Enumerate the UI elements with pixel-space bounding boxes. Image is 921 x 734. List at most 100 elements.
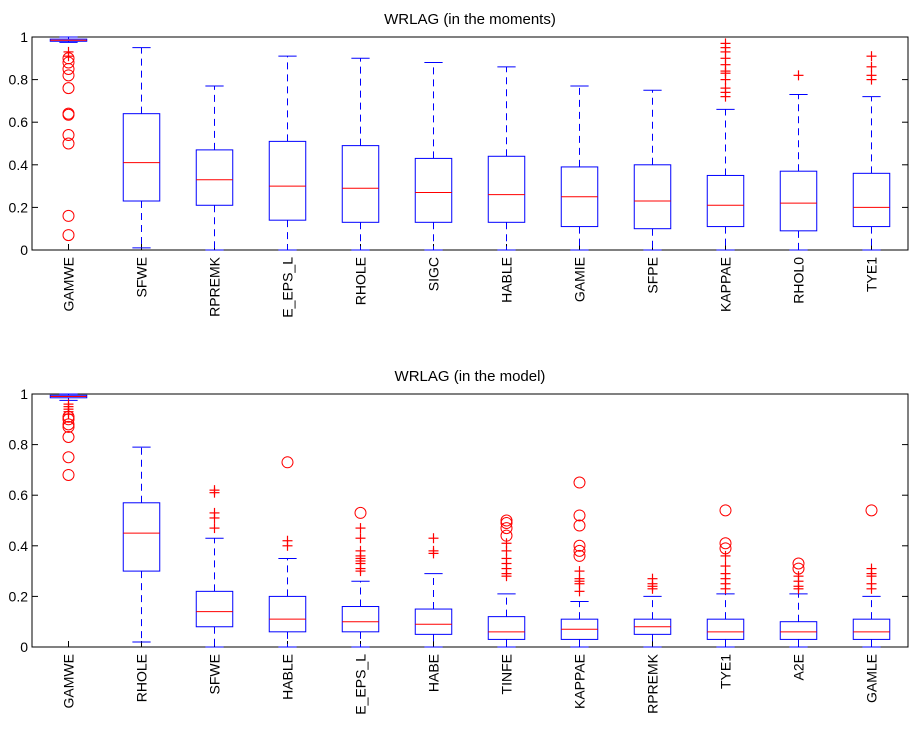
iqr-box	[195, 149, 234, 206]
iqr-box	[122, 113, 161, 202]
y-tick-label: 0.4	[9, 538, 29, 554]
outlier-circle	[62, 82, 75, 95]
outlier-plus	[428, 533, 439, 544]
x-tick-label: RHOLE	[353, 257, 369, 305]
x-tick-label: SFPE	[645, 257, 661, 294]
outlier-circle	[865, 504, 878, 517]
iqr-box	[268, 595, 307, 633]
x-tick-label: E_EPS_L	[353, 654, 369, 715]
x-tick-label: GAMLE	[864, 654, 880, 703]
outlier-plus	[720, 583, 731, 594]
outlier-circle	[62, 431, 75, 444]
outlier-circle	[573, 476, 586, 489]
x-tick-label: SFWE	[134, 257, 150, 297]
x-tick-label: A2E	[791, 654, 807, 680]
x-tick-label: KAPPAE	[572, 654, 588, 709]
outlier-circle	[792, 557, 805, 570]
outlier-plus	[720, 74, 731, 85]
outlier-plus	[720, 550, 731, 561]
chart-title: WRLAG (in the model)	[395, 368, 546, 385]
outlier-plus	[866, 51, 877, 62]
iqr-box	[122, 502, 161, 572]
outlier-circle	[573, 539, 586, 552]
outlier-plus	[574, 586, 585, 597]
iqr-box	[414, 157, 453, 223]
y-tick-label: 0	[20, 639, 28, 655]
x-tick-label: TYE1	[718, 654, 734, 689]
outlier-plus	[209, 512, 220, 523]
iqr-box	[487, 155, 526, 223]
x-tick-label: HABLE	[499, 257, 515, 303]
outlier-circle	[573, 549, 586, 562]
outlier-circle	[62, 209, 75, 222]
outlier-circle	[62, 451, 75, 464]
plot-frame	[31, 393, 909, 648]
x-tick-label: GAMIE	[572, 257, 588, 302]
iqr-box	[414, 608, 453, 635]
outlier-plus	[355, 533, 366, 544]
outlier-plus	[355, 523, 366, 534]
x-tick-label: HABLE	[280, 654, 296, 700]
iqr-box	[852, 618, 891, 640]
outlier-circle	[62, 128, 75, 141]
outlier-circle	[500, 517, 513, 530]
iqr-box	[706, 174, 745, 228]
outlier-plus	[647, 583, 658, 594]
outlier-circle	[62, 418, 75, 431]
iqr-box	[779, 621, 818, 640]
x-tick-label: GAMWE	[61, 654, 77, 708]
x-tick-label: RPREMK	[207, 256, 223, 317]
outlier-circle	[719, 504, 732, 517]
outlier-circle	[62, 413, 75, 426]
outlier-circle	[573, 519, 586, 532]
outlier-plus	[866, 74, 877, 85]
x-tick-label: E_EPS_L	[280, 257, 296, 318]
iqr-box	[487, 616, 526, 640]
outlier-plus	[866, 61, 877, 72]
y-tick-label: 0.6	[9, 487, 29, 503]
iqr-box	[706, 618, 745, 640]
outlier-plus	[428, 548, 439, 559]
outlier-circle	[62, 69, 75, 82]
outlier-circle	[573, 544, 586, 557]
y-tick-label: 0.8	[9, 72, 29, 88]
y-tick-label: 0	[20, 242, 28, 258]
x-tick-label: TINFE	[499, 654, 515, 694]
outlier-circle	[354, 506, 367, 519]
panel-model: WRLAG (in the model) 0 0.2 0.4 0.6 0.8 1 GAMWE R…	[9, 368, 909, 715]
iqr-box	[779, 170, 818, 232]
outlier-plus	[282, 540, 293, 551]
outlier-plus	[501, 571, 512, 582]
outlier-circle	[281, 456, 294, 469]
plot-frame	[31, 36, 909, 251]
x-tick-label: RHOLE	[134, 654, 150, 702]
y-tick-label: 0.2	[9, 588, 29, 604]
outlier-circle	[62, 56, 75, 69]
panel-moments: WRLAG (in the moments) 0 0.2 0.4 0.6 0.8 1 GAMW…	[9, 11, 909, 318]
outlier-plus	[209, 487, 220, 498]
outlier-plus	[355, 566, 366, 577]
outlier-circle	[573, 509, 586, 522]
outlier-circle	[62, 229, 75, 242]
outlier-circle	[62, 62, 75, 75]
outlier-circle	[719, 537, 732, 550]
iqr-box	[268, 140, 307, 221]
outlier-plus	[209, 523, 220, 534]
outlier-plus	[793, 583, 804, 594]
y-tick-label: 0.8	[9, 437, 29, 453]
outlier-plus	[793, 70, 804, 81]
iqr-box	[341, 145, 380, 223]
outlier-plus	[866, 583, 877, 594]
outlier-circle	[62, 107, 75, 120]
y-tick-label: 0.4	[9, 157, 29, 173]
y-tick-label: 1	[20, 386, 28, 402]
iqr-box	[852, 172, 891, 228]
outlier-circle	[62, 108, 75, 121]
x-tick-label: RHOL0	[791, 257, 807, 304]
x-tick-label: GAMWE	[61, 257, 77, 311]
outlier-plus	[720, 91, 731, 102]
outlier-circle	[62, 420, 75, 433]
y-tick-label: 0.6	[9, 114, 29, 130]
x-tick-label: SIGC	[426, 257, 442, 291]
